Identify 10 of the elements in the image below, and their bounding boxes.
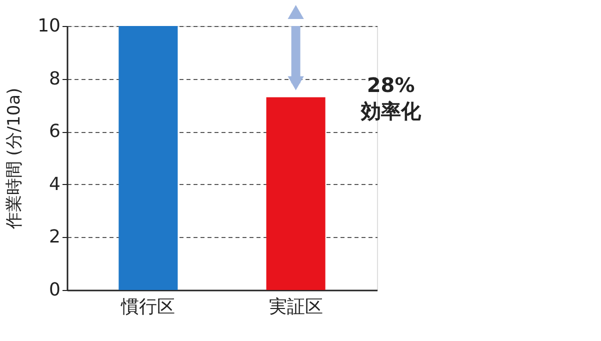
- annotation: 28% 効率化: [360, 73, 422, 123]
- y-tick-label: 2: [49, 226, 60, 248]
- y-tick-label: 0: [49, 280, 60, 300]
- y-tick-label: 10: [38, 16, 60, 36]
- x-tick-label: 実証区: [268, 296, 323, 318]
- x-tick-label: 慣行区: [120, 296, 176, 318]
- y-tick-label: 8: [49, 68, 60, 90]
- y-tick-label: 4: [49, 174, 60, 195]
- y-tick-label: 6: [49, 121, 60, 142]
- y-axis-title: 作業時間 (分/10a): [4, 88, 25, 230]
